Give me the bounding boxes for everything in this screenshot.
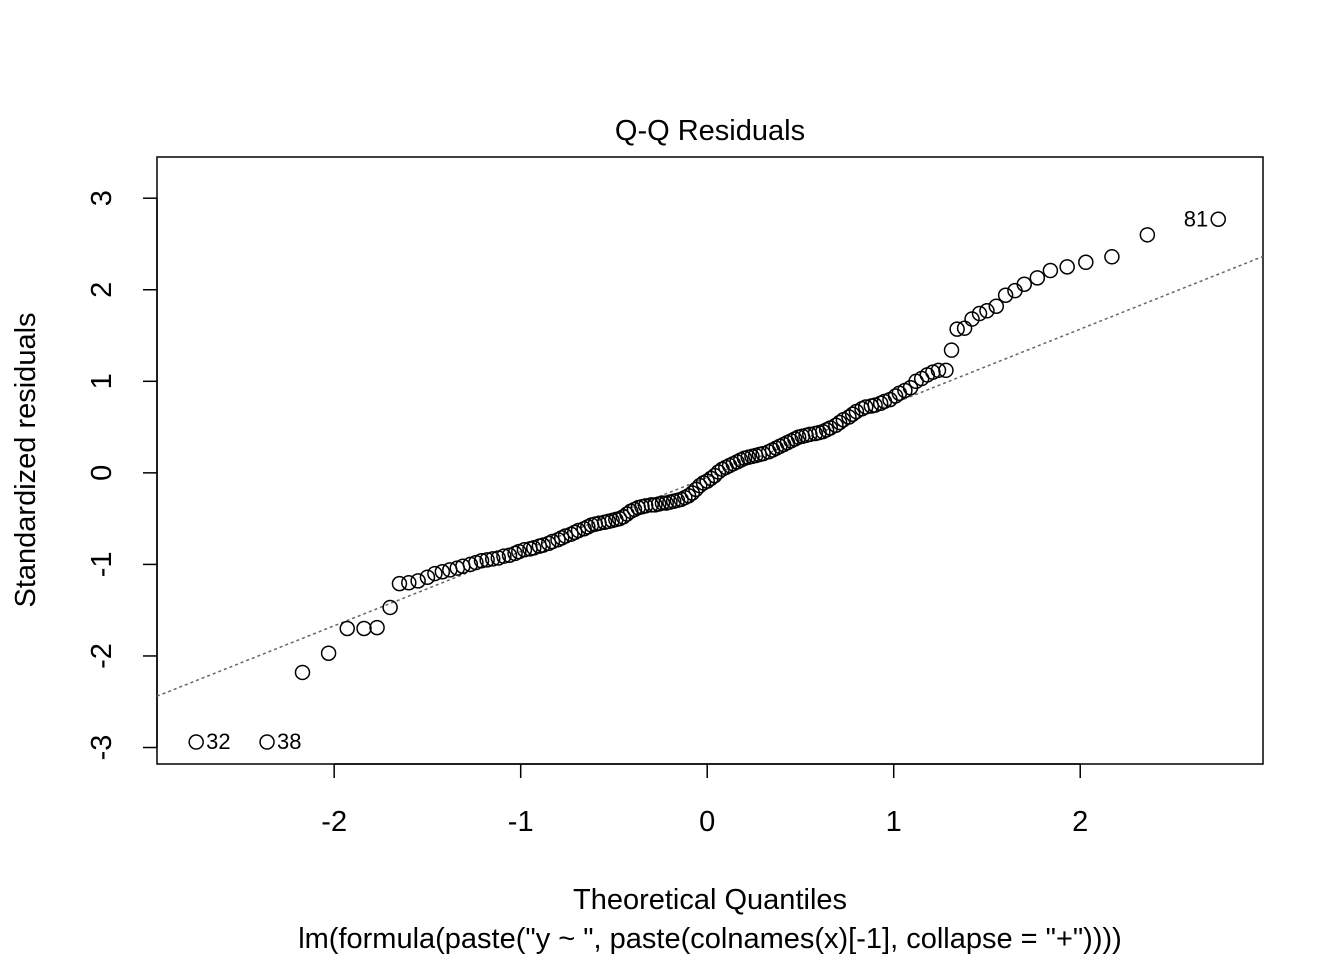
data-point xyxy=(691,477,708,494)
data-point xyxy=(988,298,1005,314)
reference-line xyxy=(156,255,1264,697)
data-point xyxy=(479,552,495,568)
x-tick-label: 2 xyxy=(1072,806,1088,838)
y-tick-label: -3 xyxy=(86,735,118,761)
x-tick-label: -1 xyxy=(508,806,534,838)
data-point xyxy=(382,599,398,616)
data-point xyxy=(857,399,874,415)
y-tick-label: 2 xyxy=(86,282,118,298)
data-point xyxy=(844,406,861,423)
x-axis: -2 -1 0 1 2 xyxy=(321,763,1088,838)
data-point xyxy=(887,388,904,404)
data-point xyxy=(427,565,443,582)
data-point xyxy=(339,620,355,637)
data-point xyxy=(259,734,275,750)
x-tick-label: 0 xyxy=(699,806,715,838)
data-point xyxy=(484,551,501,567)
y-tick-label: 1 xyxy=(86,373,118,389)
data-point xyxy=(1078,254,1094,271)
y-tick-label: 0 xyxy=(86,465,118,481)
data-point xyxy=(369,619,385,636)
data-point xyxy=(473,553,490,569)
data-point xyxy=(997,287,1014,303)
data-point xyxy=(938,362,954,379)
data-point xyxy=(391,575,408,592)
data-point xyxy=(294,664,311,681)
y-axis: -3 -2 -1 0 1 2 3 xyxy=(86,190,158,761)
data-point xyxy=(1059,259,1075,275)
chart-title: Q-Q Residuals xyxy=(615,115,805,147)
data-points xyxy=(188,211,1226,750)
data-point xyxy=(943,342,960,358)
data-point xyxy=(188,734,204,750)
data-point xyxy=(654,495,671,511)
y-tick-label: -2 xyxy=(86,643,118,669)
data-point xyxy=(1016,276,1033,293)
point-label: 81 xyxy=(1184,206,1208,231)
x-tick-label: 1 xyxy=(886,806,902,838)
data-point xyxy=(1139,227,1156,243)
model-formula-subtitle: lm(formula(paste("y ~ ", paste(colnames(… xyxy=(298,923,1122,955)
data-point xyxy=(356,620,372,637)
data-point xyxy=(949,321,965,337)
data-point xyxy=(1029,270,1046,286)
data-point xyxy=(831,414,848,431)
data-point xyxy=(1104,249,1120,265)
data-point xyxy=(320,645,337,661)
x-tick-label: -2 xyxy=(321,806,347,838)
data-point xyxy=(419,569,436,585)
data-point xyxy=(410,573,426,589)
data-point xyxy=(930,362,947,379)
point-label: 38 xyxy=(277,729,301,754)
x-axis-label: Theoretical Quantiles xyxy=(573,884,847,916)
data-point xyxy=(1210,211,1226,228)
data-point xyxy=(1042,262,1059,279)
data-point xyxy=(401,574,417,591)
data-point xyxy=(434,563,451,580)
point-labels: 81 32 38 xyxy=(206,206,1208,754)
y-tick-label: 3 xyxy=(86,190,118,206)
y-axis-label: Standardized residuals xyxy=(10,312,42,607)
data-point xyxy=(956,320,973,336)
data-point xyxy=(643,497,659,513)
data-point xyxy=(979,303,995,319)
y-tick-label: -1 xyxy=(86,552,118,578)
data-point xyxy=(516,542,533,558)
data-point xyxy=(971,305,988,322)
data-point xyxy=(496,548,512,564)
point-label: 32 xyxy=(206,729,230,754)
